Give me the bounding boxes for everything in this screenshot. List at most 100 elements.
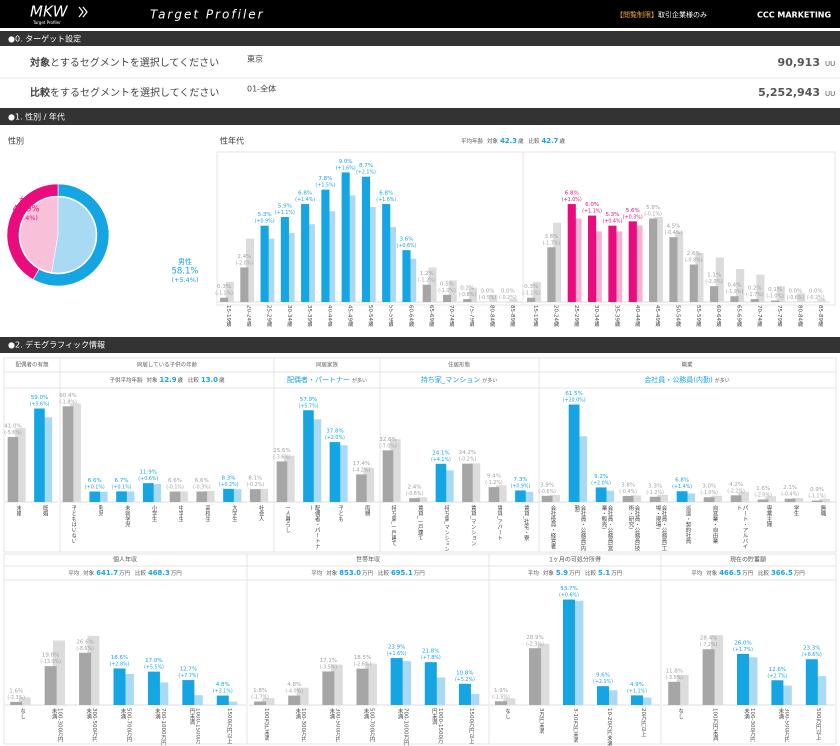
stats-value: 5.9 (556, 569, 568, 577)
value-label: 2.6% (687, 251, 701, 257)
value-label: 24.1% (432, 450, 449, 456)
category-label: 乳児 (97, 505, 104, 516)
category-label: 100-300万円未満 (743, 708, 755, 742)
compare-bar (715, 257, 724, 302)
target-bar (288, 695, 301, 705)
value-label: 7.8% (318, 176, 332, 182)
category-label: 45-49歳 (346, 305, 353, 327)
diff-label: (+5.4%) (171, 276, 198, 284)
category-label: 配偶者・パートナー (307, 505, 320, 549)
diff-label: (-2.0%) (236, 260, 254, 266)
target-bar (730, 296, 739, 302)
highlight-line: 配偶者・パートナー が多い (287, 375, 367, 384)
value-label: 7.3% (513, 477, 527, 483)
category-label: 100-300万円未満 (294, 708, 307, 742)
diff-label: (+5.2%) (455, 677, 475, 683)
value-label: 17.0% (145, 658, 162, 664)
target-bar (597, 686, 609, 705)
target-bar (495, 701, 507, 705)
compare-bar (711, 495, 723, 502)
compare-bar (817, 299, 826, 302)
row-label: 対象とするセグメントを選択してください (29, 56, 219, 69)
compare-bar (614, 231, 623, 302)
stats-text: 万円 (414, 570, 426, 577)
compare-bar (123, 491, 135, 502)
compare-bar (363, 467, 375, 502)
chart-title: 1ヶ月の可処分所得 (549, 556, 601, 564)
diff-label: (+7.7%) (178, 673, 198, 679)
target-bar (529, 648, 541, 705)
category-label: 持ち家_マンション (443, 505, 450, 552)
category-label: 45-49歳 (654, 305, 661, 327)
target-bar (147, 671, 160, 705)
diff-label: (-1.2%) (646, 490, 664, 496)
compare-bar (266, 238, 275, 302)
category-label: 賃貸_一戸建て (416, 505, 423, 541)
diff-label: (+0.6%) (397, 243, 417, 249)
value-label: 53.7% (560, 586, 577, 592)
highlight-suffix: が多い (352, 377, 367, 384)
diff-label: (-1.8%) (59, 399, 77, 405)
stats-line: 平均 対象 641.7万円 比較 468.3万円 (68, 569, 182, 578)
compare-bar (675, 231, 684, 302)
target-bar (676, 491, 688, 502)
stats-text: 歳 (177, 376, 183, 384)
diff-label: (+0.6%) (559, 593, 579, 599)
target-bar (669, 237, 678, 302)
value-label: 6.7% (115, 478, 129, 484)
value-label: 23.9% (388, 645, 405, 651)
diff-label: (+2.1%) (593, 679, 613, 685)
category-label: 既婚 (41, 505, 48, 516)
value-label: 0.2% (460, 286, 474, 292)
compare-slice (51, 196, 97, 274)
target-bar (249, 489, 261, 502)
chart-title: 性年代 (220, 136, 244, 146)
category-label: 大学生 (230, 505, 237, 522)
diff-label: (-1.2%) (485, 480, 503, 486)
section-bar (0, 108, 840, 125)
target-bar (488, 487, 500, 502)
category-label: 未婚 (15, 505, 22, 516)
category-label: 一人暮らし (284, 505, 291, 533)
diff-label: (-0.3%) (193, 485, 211, 491)
target-bar (301, 204, 310, 302)
stats-line: 平均 対象 853.0万円 比較 695.1万円 (311, 569, 425, 578)
target-bar (240, 267, 249, 302)
target-bar (220, 297, 229, 302)
compare-bar (96, 491, 108, 502)
stats-value: 366.5 (771, 569, 793, 577)
category-label: 55-59歳 (694, 305, 701, 327)
target-bar (254, 701, 267, 705)
target-bar (223, 488, 234, 502)
diff-label: (-0.6%) (538, 489, 556, 495)
target-bar (10, 701, 23, 705)
diff-label: (+1.4%) (295, 197, 315, 203)
highlight-line: 持ち家_マンション が多い (421, 375, 498, 384)
category-label: 25-29歳 (572, 305, 579, 327)
stats-value: 5.1 (598, 569, 610, 577)
diff-label: (-0.6%) (787, 295, 805, 301)
compare-bar (150, 484, 162, 502)
value-label: 2.4% (237, 254, 251, 260)
stats-text: 万円 (171, 570, 183, 577)
compare-bar (819, 498, 831, 502)
compare-bar (367, 206, 376, 302)
unit: UU (825, 60, 835, 68)
stats-text: 比較 (378, 569, 390, 577)
diff-label: (-3.5%) (665, 675, 683, 681)
category-label: 1500万円以上 (467, 708, 474, 744)
target-bar (142, 483, 154, 502)
compare-bar (190, 695, 203, 705)
stats-text: 対象 (326, 569, 338, 577)
diff-label: (-4.0%) (285, 689, 303, 695)
compare-bar (532, 281, 541, 302)
value-label: 5.3% (258, 212, 272, 218)
value-label: 0.0% (809, 289, 823, 295)
diff-label: (-0.2%) (807, 295, 825, 301)
diff-label: (-1.7%) (543, 240, 561, 246)
row-label-text: とするセグメントを選択してください (50, 56, 219, 69)
compare-bar (230, 489, 242, 502)
diff-label: (+20.0%) (563, 398, 586, 404)
stats-value: 466.5 (719, 569, 741, 577)
category-label: パート・アルバイト (735, 505, 748, 549)
